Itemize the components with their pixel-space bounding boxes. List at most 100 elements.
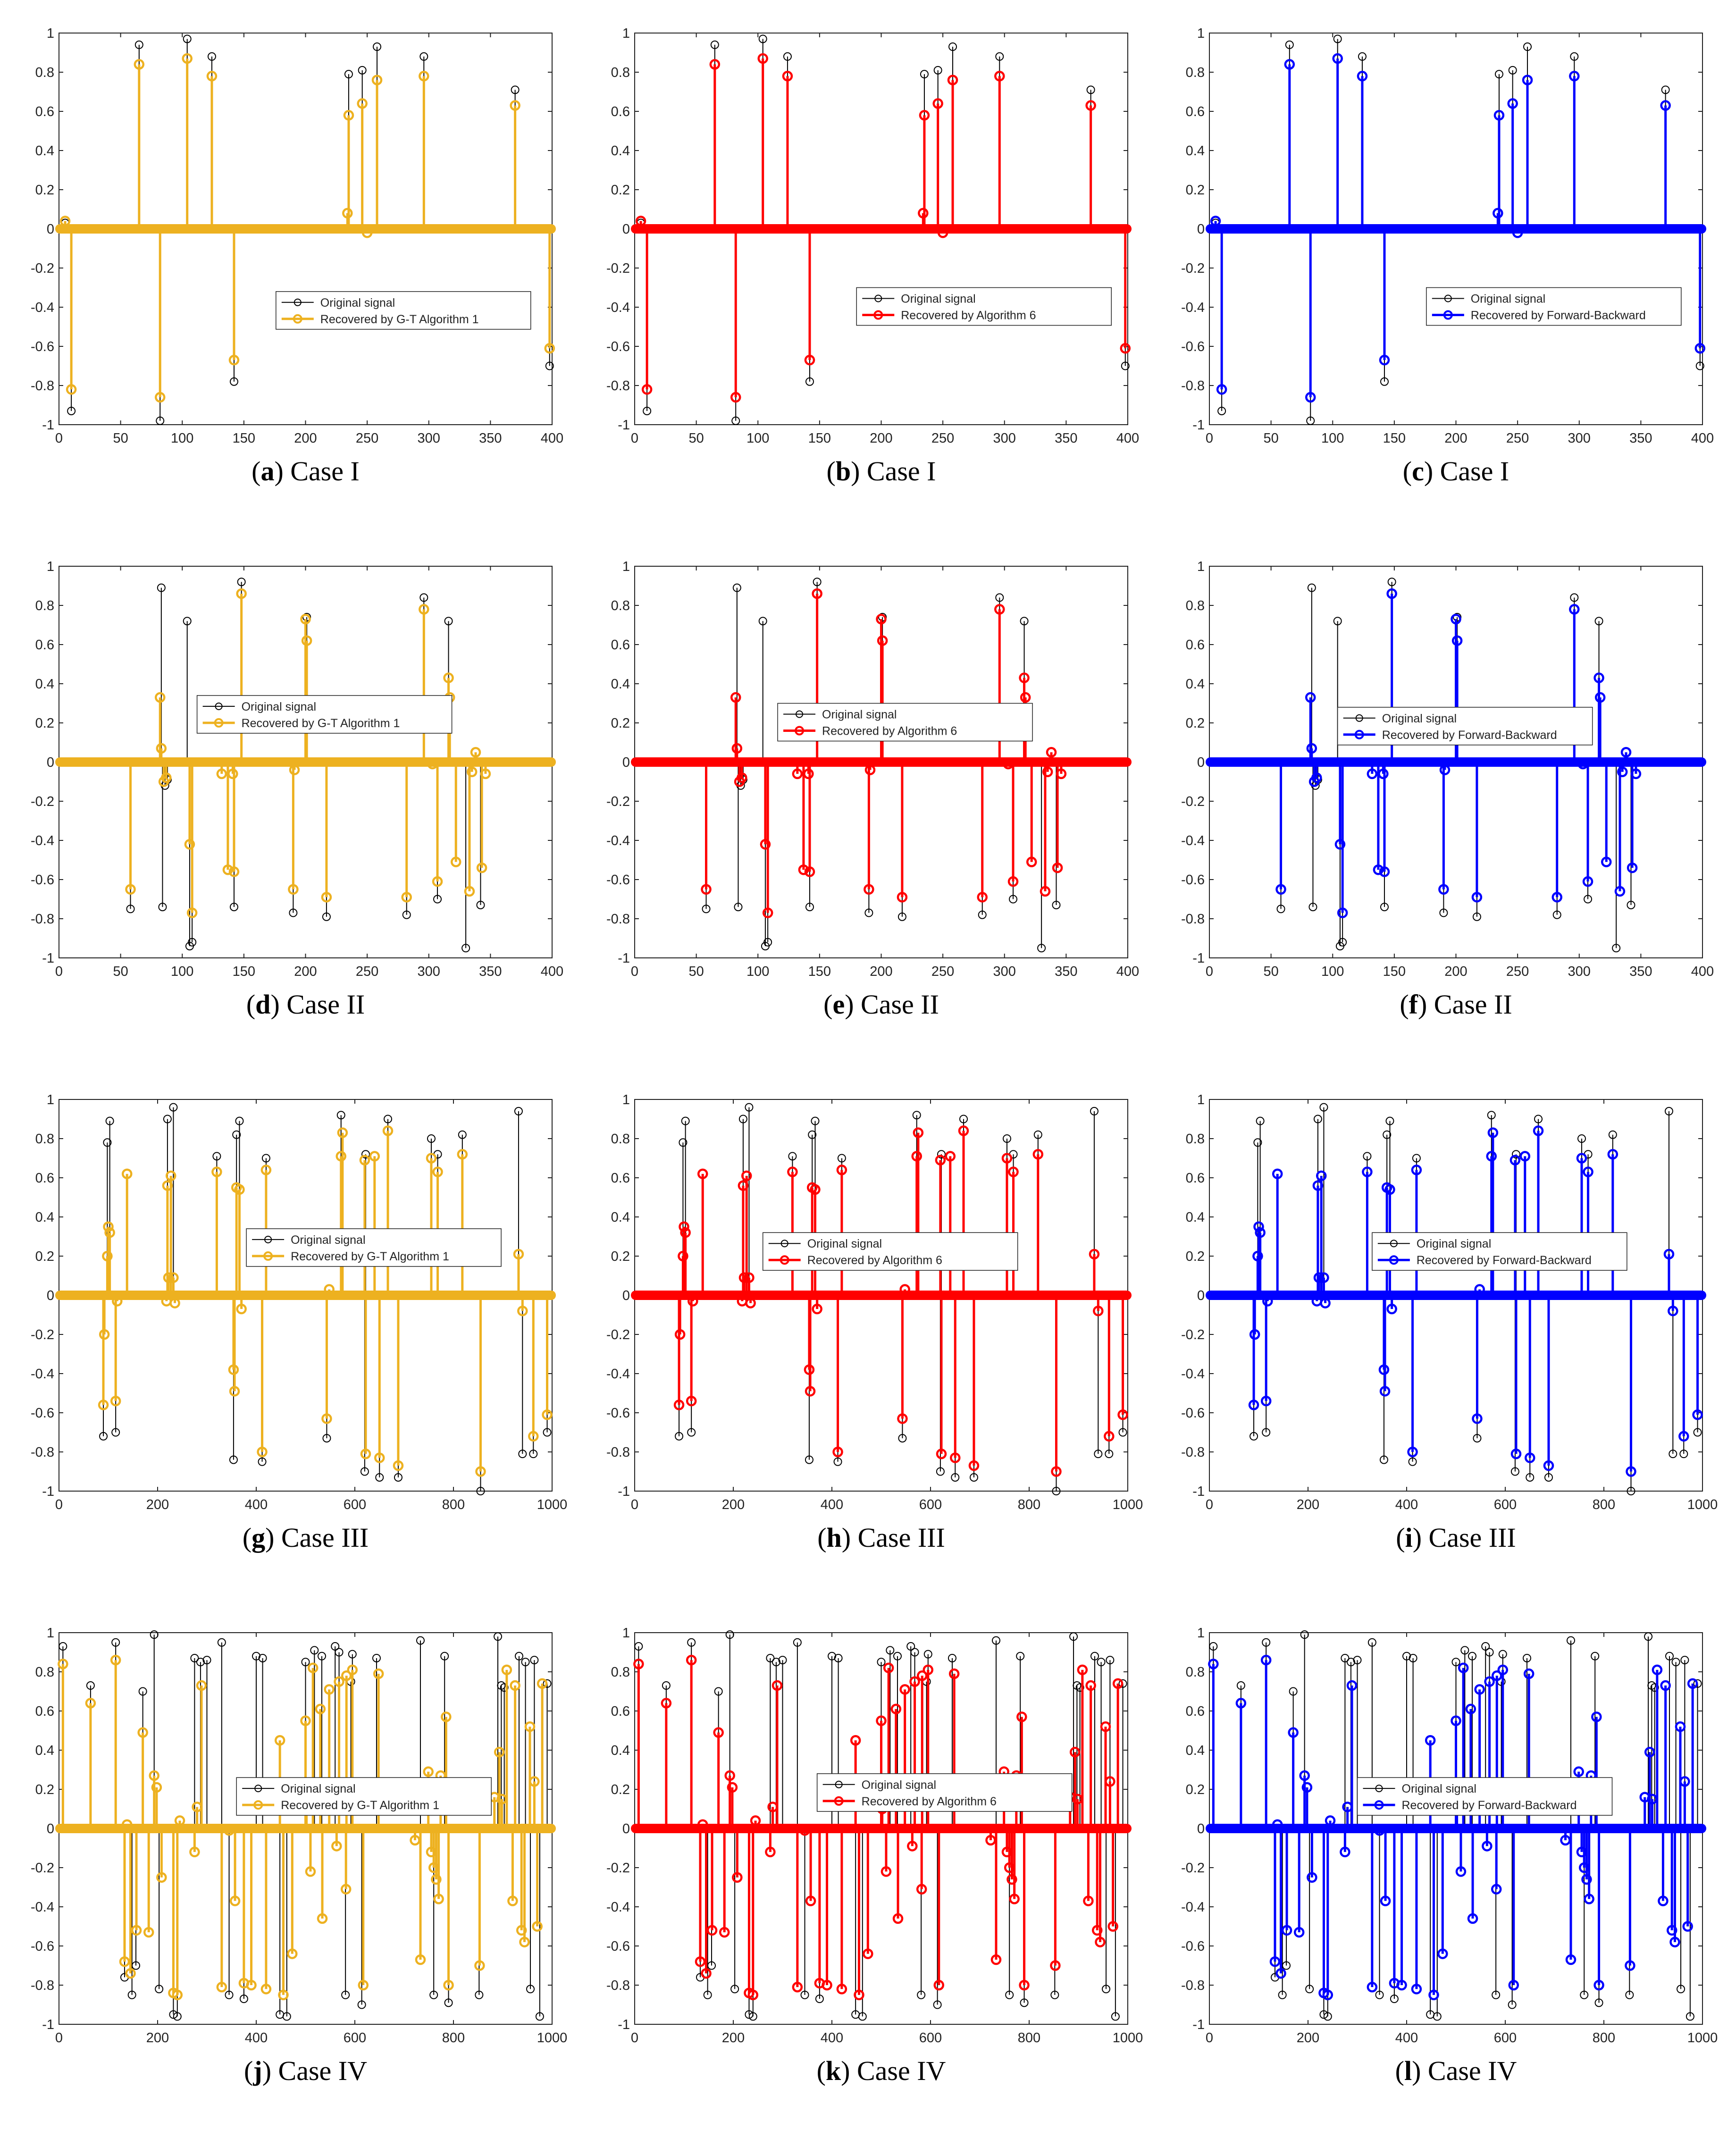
original-marker: [530, 1656, 539, 1665]
original-marker: [1387, 578, 1396, 587]
caption-open-paren: (: [1395, 2055, 1404, 2086]
recovered-marker: [1299, 1770, 1310, 1781]
recovered-marker: [300, 1715, 311, 1726]
recovered-marker: [674, 1329, 686, 1340]
x-tick-label: 200: [146, 1497, 169, 1512]
recovered-marker: [958, 1125, 969, 1136]
original-marker: [1625, 1990, 1634, 1999]
y-tick-label: 0: [47, 222, 54, 237]
recovered-marker: [994, 604, 1005, 615]
original-marker: [679, 1138, 688, 1147]
x-tick-label: 200: [294, 964, 317, 979]
original-marker: [1664, 1107, 1673, 1115]
legend-recovered-label: Recovered by G-T Algorithm 1: [291, 1250, 449, 1263]
recovered-marker: [1040, 886, 1051, 897]
original-marker: [687, 1638, 696, 1647]
recovered-marker: [1675, 1721, 1686, 1732]
original-marker: [714, 1687, 723, 1696]
original-marker: [1308, 903, 1317, 912]
original-marker: [834, 1653, 843, 1662]
original-marker: [1671, 1658, 1680, 1667]
recovered-marker: [172, 1989, 183, 2000]
y-tick-label: 0.6: [611, 1704, 630, 1719]
caption-close-paren: ): [1418, 989, 1434, 1020]
recovered-marker: [1471, 892, 1483, 903]
recovered-marker: [727, 1782, 738, 1793]
x-tick-label: 400: [1691, 964, 1714, 979]
recovered-marker: [1026, 856, 1037, 867]
recovered-marker: [1216, 384, 1227, 395]
y-tick-label: -1: [42, 418, 54, 433]
legend-recovered-label: Recovered by Forward-Backward: [1417, 1254, 1592, 1267]
original-marker: [1217, 406, 1226, 415]
original-marker: [1523, 42, 1532, 51]
recovered-marker: [850, 1735, 861, 1746]
original-marker: [1262, 1638, 1271, 1647]
y-tick-label: -0.2: [1181, 1327, 1205, 1342]
legend-original-marker: [215, 702, 223, 710]
recovered-marker: [709, 59, 721, 70]
y-tick-label: 0.8: [1186, 65, 1205, 80]
original-marker: [1510, 1467, 1519, 1476]
original-marker: [1118, 1428, 1127, 1437]
recovered-marker: [1019, 672, 1030, 683]
legend-original-marker: [780, 1240, 788, 1248]
recovered-marker: [1451, 635, 1463, 646]
recovered-marker: [1584, 1894, 1594, 1904]
original-marker: [514, 1107, 523, 1115]
recovered-marker: [1682, 1921, 1693, 1932]
legend-recovered-marker: [1374, 1800, 1384, 1810]
recovered-marker: [836, 1165, 847, 1175]
recovered-marker: [321, 1413, 332, 1424]
original-marker: [1612, 944, 1621, 953]
x-tick-label: 200: [722, 2030, 745, 2046]
original-marker: [1594, 1998, 1603, 2007]
y-tick-label: 0.2: [611, 1249, 630, 1264]
original-marker: [917, 1990, 926, 1999]
recovered-marker: [300, 613, 311, 625]
recovered-marker: [633, 1659, 644, 1669]
recovered-marker: [1678, 1431, 1689, 1442]
recovered-marker: [211, 1166, 222, 1177]
y-tick-label: 0.6: [1186, 104, 1205, 119]
legend-original-marker: [796, 710, 804, 718]
original-marker: [1075, 1683, 1084, 1692]
original-marker: [1033, 1130, 1042, 1139]
original-marker: [1236, 1681, 1245, 1690]
recovered-marker: [1411, 1984, 1422, 1995]
x-tick-label: 600: [919, 2030, 942, 2046]
recovered-marker: [932, 98, 943, 109]
recovered-marker: [1474, 1684, 1485, 1695]
caption-case: Case II: [861, 989, 939, 1020]
x-tick-label: 300: [418, 431, 440, 446]
caption-case: Case III: [1429, 1522, 1516, 1553]
original-marker: [1408, 1457, 1417, 1466]
y-tick-label: 0.2: [611, 716, 630, 731]
original-marker: [898, 1434, 907, 1442]
recovered-marker: [371, 75, 383, 85]
panel-k: 10.80.60.40.20-0.2-0.4-0.6-0.8-10 200 400 6…: [606, 1626, 1143, 2086]
original-marker: [163, 1115, 172, 1124]
original-marker: [1650, 1683, 1659, 1692]
original-marker: [1570, 593, 1579, 602]
original-marker: [1052, 1487, 1061, 1495]
original-marker: [1412, 1154, 1421, 1163]
legend-recovered-marker: [780, 1255, 789, 1265]
legend-original-label: Original signal: [242, 700, 316, 713]
original-marker: [1253, 1138, 1262, 1147]
y-tick-label: 0.4: [1186, 677, 1205, 692]
x-tick-label: 400: [821, 2030, 843, 2046]
recovered-marker: [792, 768, 803, 780]
recovered-marker: [680, 1227, 691, 1238]
y-tick-label: -0.6: [1181, 1406, 1205, 1421]
recovered-marker: [772, 1680, 783, 1691]
legend-original-marker: [1375, 1785, 1383, 1793]
y-tick-label: -0.6: [606, 1406, 630, 1421]
recovered-marker: [357, 98, 368, 109]
original-marker: [1508, 2000, 1517, 2009]
caption-open-paren: (: [252, 456, 260, 486]
original-marker: [738, 1115, 747, 1124]
recovered-marker: [1020, 692, 1031, 703]
recovered-marker: [154, 392, 166, 403]
caption-close-paren: ): [841, 2055, 857, 2086]
